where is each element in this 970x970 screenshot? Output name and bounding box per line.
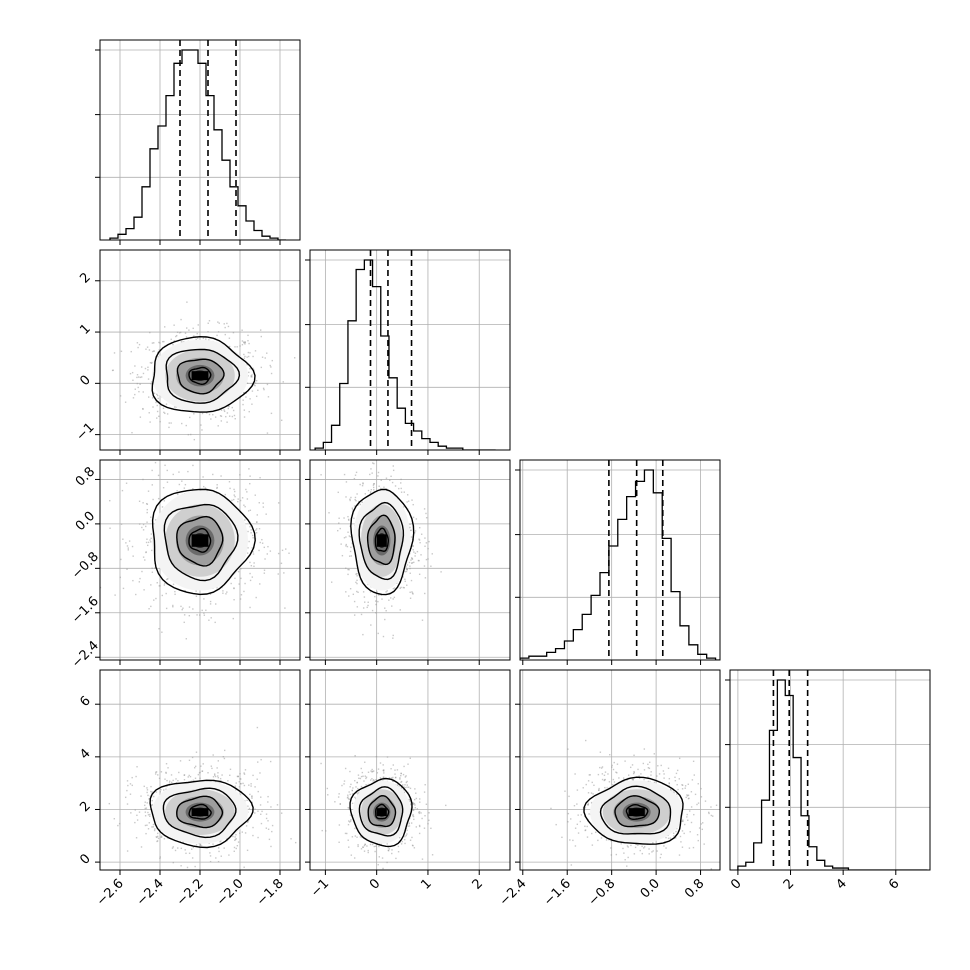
joint-2-1-contour-1 [358,501,405,581]
hist-2-frame [519,459,721,661]
joint-3-2-contour-2 [614,795,660,828]
joint-3-2-xtick-label-0: −2.4 [497,876,530,909]
joint-3-1-area [320,754,447,870]
joint-3-0-ytick-label-3: 6 [77,694,93,710]
joint-3-1-frame [309,669,511,871]
joint-3-1-xtick-label-3: 2 [470,876,486,892]
hist-3-xtick-label-2: 4 [834,876,850,892]
joint-1-0: −1 0 1 2 [73,249,301,455]
joint-3-2-xtick-label-3: 0.0 [638,876,663,901]
joint-2-0-peak [191,534,209,547]
joint-1-0-contour-1 [165,348,241,404]
joint-2-1-contour-0 [350,488,415,596]
joint-3-0-contour-2 [176,795,224,829]
joint-2-1-contour-3 [374,527,390,552]
hist-1-step [314,259,496,450]
joint-1-0-area [111,301,296,441]
hist-1-frame [309,249,511,451]
hist-3-xtick-label-0: 0 [728,876,744,892]
joint-2-0: −2.4 −1.6 −0.8 0.0 0.8 [69,459,301,671]
joint-2-0-contour-1 [163,503,239,582]
joint-1-0-ytick-label-0: −1 [73,420,97,444]
joint-1-0-ytick-label-3: 2 [77,270,93,286]
joint-2-0-ytick-label-2: −0.8 [69,549,102,582]
joint-3-2-frame [519,669,721,871]
joint-3-0-xtick-label-2: −2.2 [174,876,207,909]
joint-1-0-contour-3 [188,366,212,386]
joint-3-1-contour-1 [358,786,404,837]
joint-2-0-ytick-label-4: 0.8 [73,464,98,489]
hist-3-xtick-label-3: 6 [886,876,902,892]
joint-3-1-contour-0 [349,777,413,848]
joint-1-0-ytick-label-2: 1 [77,321,93,337]
joint-3-2-area [550,739,718,870]
joint-2-1-area [320,462,442,639]
joint-3-0-xtick-label-4: −1.8 [254,876,287,909]
joint-3-2-contour-1 [599,785,672,835]
joint-1-0-contour-2 [176,358,225,395]
joint-2-0-contour-3 [188,528,212,553]
joint-3-0-xtick-label-0: −2.6 [94,876,127,909]
hist-2-step [520,469,720,660]
hist-3-step [737,679,928,870]
hist-3-xtick-label-1: 2 [781,876,797,892]
joint-3-2-contour-0 [583,776,684,845]
joint-3-0-ytick-label-1: 2 [77,799,93,815]
joint-3-1-peak [376,808,387,817]
hist-1 [305,249,511,455]
joint-1-0-peak [191,371,209,381]
joint-3-1-contour-3 [375,803,390,820]
joint-2-1-contour-2 [366,514,396,566]
joint-2-0-ytick-label-0: −2.4 [69,638,102,671]
joint-3-0-ytick-label-0: 0 [77,851,93,867]
joint-3-0-contour-0 [149,779,254,849]
joint-3-2-peak [628,808,645,817]
joint-3-0-xtick-label-3: −2.0 [214,876,247,909]
joint-2-0-contour-0 [151,488,256,596]
joint-3-1-xtick-label-2: 1 [418,876,434,892]
joint-3-0-ytick-label-2: 4 [77,746,93,762]
joint-3-2-contour-3 [625,803,649,821]
joint-3-0-peak [191,808,209,817]
joint-2-1 [305,459,511,665]
joint-3-1-xtick-label-1: 0 [367,876,383,892]
joint-3-1: −1 0 1 2 [305,669,511,900]
joint-3-2: −2.4 −1.6 −0.8 0.0 0.8 [497,669,721,909]
joint-3-2-xtick-label-4: 0.8 [682,876,707,901]
joint-3-0-contour-1 [162,787,237,839]
joint-3-0: −2.6 −2.4 −2.2 −2.0 −1.8 0 2 4 6 [77,669,301,909]
joint-3-0-xtick-label-1: −2.4 [134,876,167,909]
joint-1-0-contour-0 [151,335,256,413]
joint-3-1-contour-2 [367,794,397,828]
joint-2-0-contour-2 [176,515,224,567]
joint-2-0-area [100,460,290,640]
joint-3-1-xtick-label-0: −1 [308,876,332,900]
joint-1-0-ytick-label-1: 0 [77,373,93,389]
hist-3-frame [729,669,931,871]
joint-2-1-frame [309,459,511,661]
joint-3-2-xtick-label-2: −0.8 [586,876,619,909]
joint-2-0-ytick-label-3: 0.0 [73,509,98,534]
hist-0-step [109,49,286,240]
hist-3: 0 2 4 6 [725,669,931,893]
joint-2-1-peak [376,534,387,547]
joint-3-0-area [108,726,297,869]
joint-2-0-ytick-label-1: −1.6 [69,594,102,627]
hist-0 [95,39,301,245]
joint-3-0-contour-3 [188,803,212,820]
hist-2 [515,459,721,665]
joint-3-2-xtick-label-1: −1.6 [541,876,574,909]
